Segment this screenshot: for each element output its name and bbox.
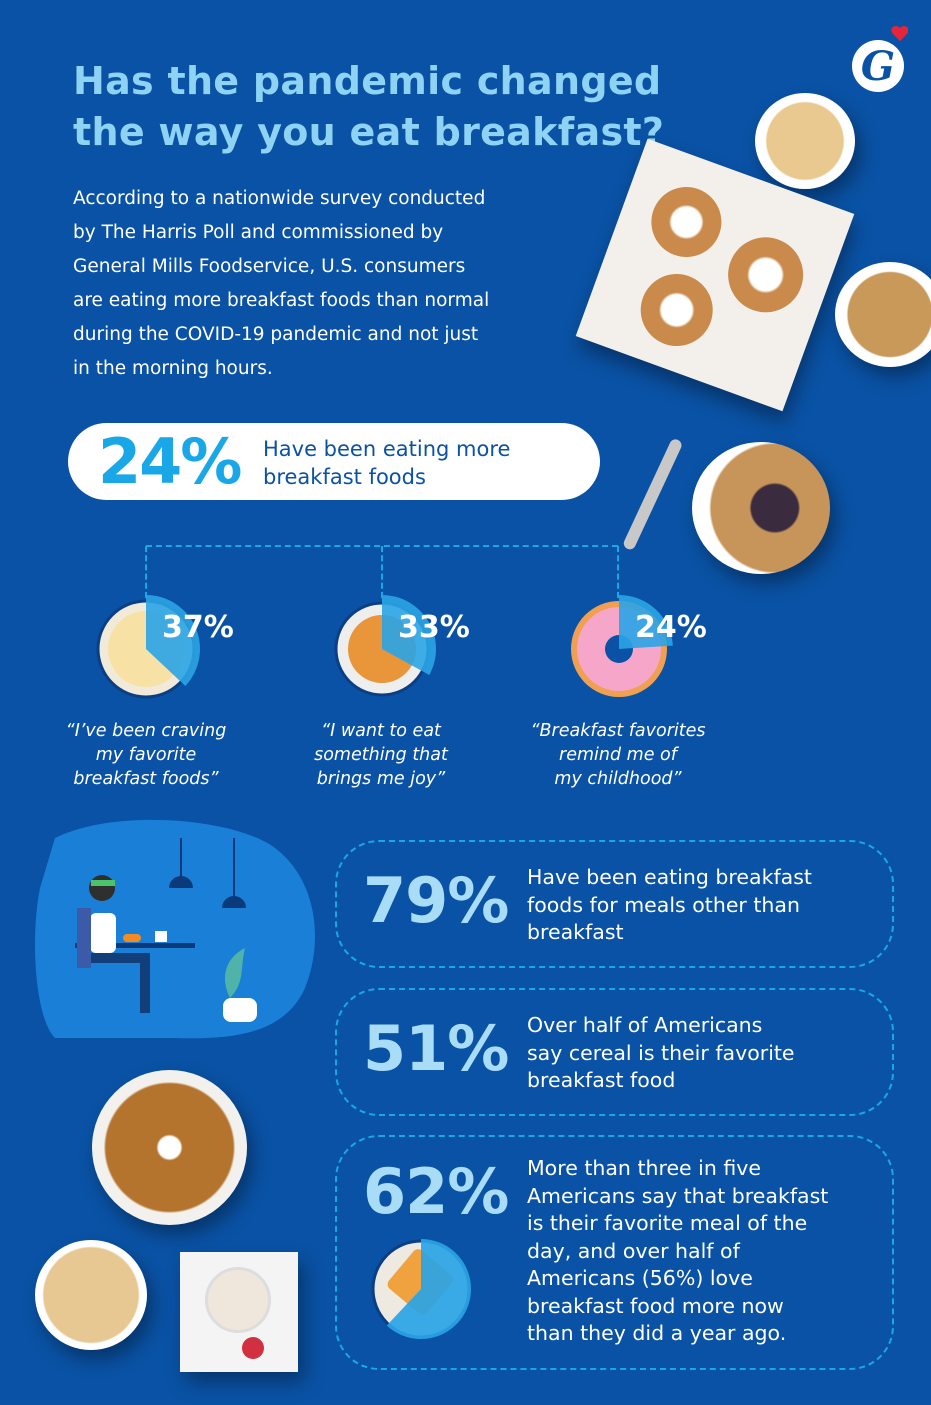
stat-line: than they did a year ago.	[527, 1321, 787, 1345]
cereal-marshmallows-bowl-photo	[35, 1240, 147, 1350]
svg-text:G: G	[861, 43, 895, 90]
quote-line: remind me of	[559, 745, 677, 765]
pie-wedge	[146, 595, 200, 686]
pie-wedge	[386, 1239, 471, 1339]
quote-line: brings me joy”	[316, 769, 446, 789]
granola-bowl-photo	[835, 262, 931, 367]
connector-line	[617, 546, 619, 598]
reason-quote: “I’ve been craving my favorite breakfast…	[36, 719, 256, 791]
reason-value: 33%	[398, 610, 470, 645]
intro-line: are eating more breakfast foods than nor…	[73, 290, 490, 311]
stat-text: Have been eating breakfast foods for mea…	[527, 864, 867, 947]
cereal-bowl-photo	[755, 93, 855, 189]
stat-box: 51% Over half of Americans say cereal is…	[335, 988, 894, 1116]
stat-text: More than three in five Americans say th…	[527, 1155, 867, 1348]
stat-box: 62% More than three in five Americans sa…	[335, 1135, 894, 1370]
reason-quote: “I want to eat something that brings me …	[271, 719, 491, 791]
pie-wedge	[619, 595, 673, 649]
intro-line: According to a nationwide survey conduct…	[73, 188, 486, 209]
waffle-pie	[371, 1239, 471, 1339]
title-line: the way you eat breakfast?	[73, 110, 665, 154]
intro-line: during the COVID-19 pandemic and not jus…	[73, 324, 479, 345]
reason-pie-donut	[571, 595, 673, 697]
stat-line: day, and over half of	[527, 1238, 740, 1263]
woman-eating-illustration	[35, 819, 315, 1039]
intro-line: General Mills Foodservice, U.S. consumer…	[73, 256, 466, 277]
text-line: breakfast foods	[263, 465, 426, 489]
page-title: Has the pandemic changed the way you eat…	[73, 56, 693, 158]
quote-line: my childhood”	[554, 769, 682, 789]
stat-line: Over half of Americans	[527, 1013, 763, 1037]
headline-stat-text: Have been eating more breakfast foods	[263, 435, 563, 491]
intro-paragraph: According to a nationwide survey conduct…	[73, 182, 573, 386]
stat-line: More than three in five	[527, 1156, 762, 1180]
stat-line: foods for meals other than	[527, 892, 800, 917]
quote-line: “Breakfast favorites	[530, 721, 706, 741]
intro-line: in the morning hours.	[73, 358, 273, 379]
connector-line	[145, 546, 147, 598]
intro-line: by The Harris Poll and commissioned by	[73, 222, 444, 243]
stat-value: 79%	[363, 864, 509, 937]
stat-line: Americans (56%) love	[527, 1266, 753, 1290]
headline-stat-pill: 24% Have been eating more breakfast food…	[68, 423, 600, 500]
stat-line: breakfast food	[527, 1068, 676, 1092]
stat-box: 79% Have been eating breakfast foods for…	[335, 840, 894, 968]
stat-line: Americans say that breakfast	[527, 1183, 829, 1208]
reason-pie-pancake	[334, 595, 436, 697]
reason-value: 24%	[635, 610, 707, 645]
text-line: Have been eating more	[263, 437, 511, 461]
stat-text: Over half of Americans say cereal is the…	[527, 1012, 867, 1095]
title-line: Has the pandemic changed	[73, 59, 662, 103]
pie-wedge	[382, 595, 436, 676]
stat-line: say cereal is their favorite	[527, 1040, 795, 1065]
stat-value: 62%	[363, 1155, 509, 1228]
stat-value: 51%	[363, 1012, 509, 1085]
quote-line: something that	[314, 745, 448, 765]
spoon-photo	[621, 437, 684, 552]
quote-line: breakfast foods”	[73, 769, 219, 789]
reason-pie-cereal	[96, 595, 200, 699]
pancakes-plate-photo	[92, 1070, 247, 1225]
reason-quote: “Breakfast favorites remind me of my chi…	[508, 719, 728, 791]
quote-line: “I want to eat	[321, 721, 441, 741]
stat-line: is their favorite meal of the	[527, 1211, 808, 1235]
general-mills-logo: G	[850, 22, 909, 98]
yogurt-berries-bowl-photo	[692, 442, 830, 574]
connector-line	[381, 546, 383, 598]
headline-stat-value: 24%	[98, 425, 242, 498]
yogurt-parfait-photo	[180, 1252, 298, 1372]
quote-line: my favorite	[95, 745, 197, 765]
quote-line: “I’ve been craving	[65, 721, 227, 741]
reason-value: 37%	[162, 610, 234, 645]
stat-line: breakfast	[527, 920, 624, 944]
stat-line: breakfast food more now	[527, 1293, 784, 1318]
stat-line: Have been eating breakfast	[527, 865, 812, 889]
